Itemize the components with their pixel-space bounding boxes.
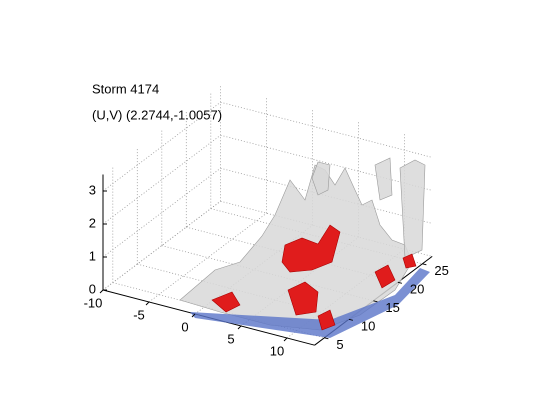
grid-line xyxy=(137,263,350,320)
red-isosurface xyxy=(402,253,417,269)
chart-subtitle: (U,V) (2.2744,-1.0057) xyxy=(92,107,222,122)
x-tick-label: -10 xyxy=(84,295,103,310)
z-tick-label: 2 xyxy=(89,215,96,230)
red-isosurface xyxy=(317,309,336,331)
grid-line xyxy=(220,167,433,224)
y-tick xyxy=(324,337,329,340)
grid-line xyxy=(220,101,433,158)
x-tick xyxy=(237,325,242,330)
grid-line xyxy=(148,212,267,303)
red-isosurface xyxy=(211,291,241,313)
grid-line xyxy=(220,200,433,257)
grid-line xyxy=(102,200,221,291)
grid-line xyxy=(102,101,221,192)
floor-surface xyxy=(190,268,430,338)
z-tick-label: 0 xyxy=(89,281,96,296)
z-tick-label: 3 xyxy=(89,182,96,197)
y-tick xyxy=(373,300,378,303)
x-tick-label: 0 xyxy=(181,319,188,334)
grid-line xyxy=(161,245,374,302)
grid-line xyxy=(186,226,399,283)
y-tick-label: 10 xyxy=(361,319,375,334)
y-tick-label: 15 xyxy=(385,300,399,315)
y-tick-label: 5 xyxy=(336,337,343,352)
z-tick-label: 1 xyxy=(89,248,96,263)
gray-isosurface xyxy=(374,157,393,201)
x-tick xyxy=(283,337,288,342)
y-tick xyxy=(348,318,354,321)
y-tick-label: 25 xyxy=(434,263,448,278)
grid-line xyxy=(112,282,325,339)
y-tick xyxy=(422,263,427,266)
y-tick-label: 20 xyxy=(410,282,424,297)
x-tick-label: -5 xyxy=(133,307,145,322)
grid-line xyxy=(210,208,423,265)
chart-title: Storm 4174 xyxy=(92,81,159,96)
red-isosurface xyxy=(281,224,341,273)
y-tick xyxy=(397,281,403,284)
red-isosurface xyxy=(374,264,396,289)
grid-line xyxy=(102,167,221,258)
x-tick-label: 5 xyxy=(227,331,234,346)
x-tick xyxy=(145,301,150,306)
gray-isosurface xyxy=(399,159,426,259)
gray-isosurface xyxy=(311,161,331,196)
x-tick xyxy=(191,313,196,318)
x-tick xyxy=(99,289,104,294)
x-tick-label: 10 xyxy=(270,343,284,358)
isosurfaces xyxy=(179,157,430,338)
grid-line xyxy=(102,134,221,225)
red-isosurface xyxy=(287,281,319,316)
grid-line xyxy=(220,134,433,191)
